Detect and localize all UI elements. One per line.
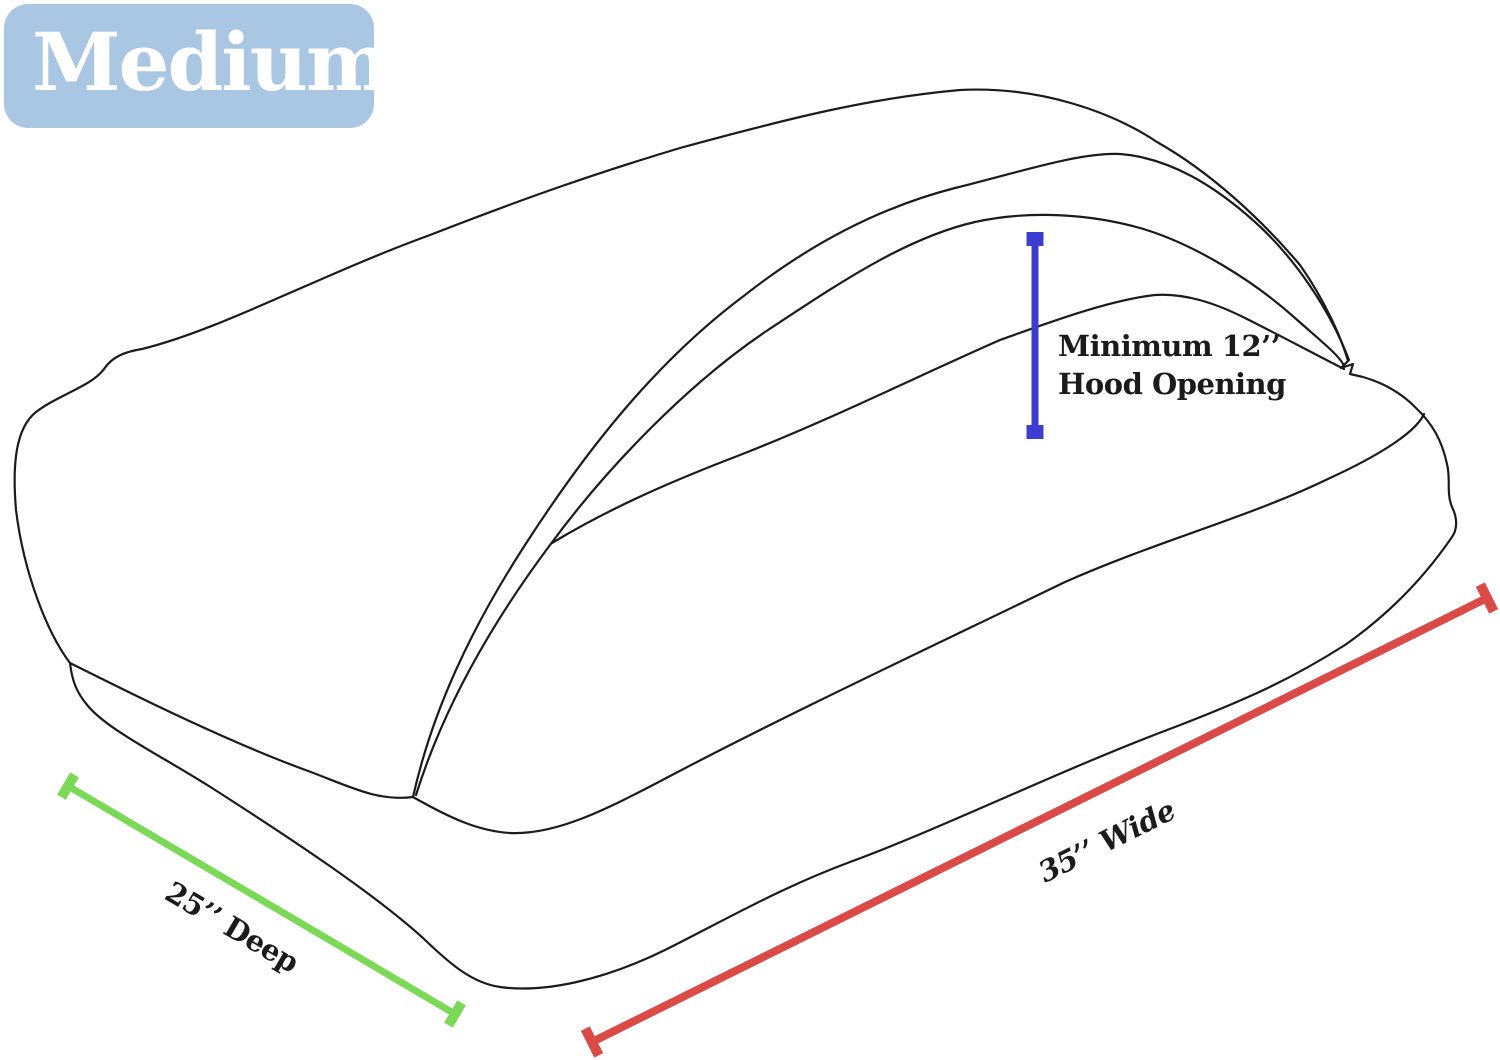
size-badge-label: Medium	[32, 15, 391, 109]
bed-outer-silhouette-path	[13, 88, 1458, 990]
depth-label: 25’’ Deep	[159, 875, 304, 980]
hood-opening-dimension-line	[1026, 232, 1044, 439]
width-dimension-cap-start	[580, 1026, 604, 1058]
width-dimension-cap-end	[1475, 582, 1499, 614]
depth-dimension-line	[57, 772, 466, 1028]
bolster-seam-path	[68, 661, 415, 799]
width-dimension-shaft	[590, 594, 1489, 1046]
dimension-labels-group: Minimum 12’’ Hood Opening 25’’ Deep 35’’…	[159, 329, 1286, 979]
depth-dimension-shaft	[66, 782, 457, 1018]
cushion-back-rim-path	[550, 293, 1346, 545]
width-dimension-line	[580, 582, 1499, 1058]
hood-opening-label-line2: Hood Opening	[1058, 367, 1286, 401]
hood-opening-dimension-cap-top	[1026, 232, 1044, 246]
depth-dimension-cap-start	[57, 772, 79, 800]
hood-rim-inner-path	[414, 213, 1346, 797]
hood-opening-label-line1: Minimum 12’’	[1058, 329, 1280, 363]
bed-outline-group	[13, 88, 1458, 990]
size-badge: Medium	[4, 4, 391, 128]
depth-dimension-cap-end	[444, 1000, 466, 1028]
hood-opening-dimension-cap-bottom	[1026, 425, 1044, 439]
width-label: 35’’ Wide	[1033, 793, 1181, 889]
hood-rim-outer-path	[411, 152, 1351, 799]
mattress-top-edge-path	[411, 412, 1426, 835]
